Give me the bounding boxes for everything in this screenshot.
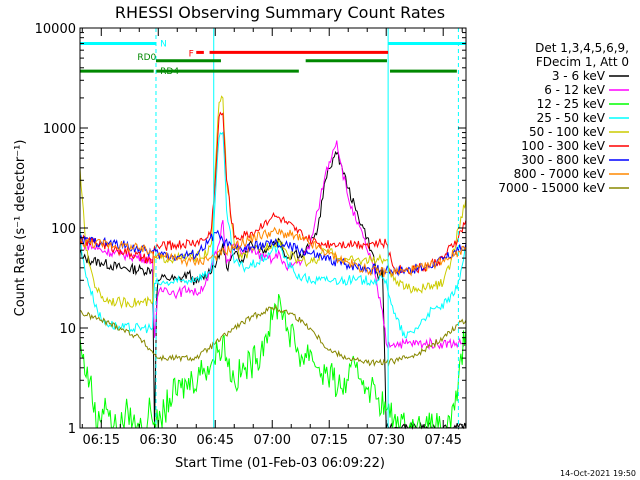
flag-label-2: RD0 — [137, 53, 156, 63]
x-tick-label: 07:15 — [310, 433, 347, 448]
series-line-6 — [79, 229, 467, 277]
series-line-3 — [79, 131, 467, 339]
legend-entry-label: 7000 - 15000 keV — [498, 181, 605, 195]
legend-entry-label: 3 - 6 keV — [552, 69, 606, 83]
footer-timestamp: 14-Oct-2021 19:50 — [560, 469, 636, 478]
legend-entry-label: 100 - 300 keV — [521, 139, 605, 153]
y-axis-label: Count Rate (s⁻¹ detector⁻¹) — [13, 140, 28, 317]
series-line-7 — [79, 226, 467, 278]
x-tick-label: 07:00 — [254, 433, 291, 448]
flag-label-0: N — [160, 39, 167, 49]
x-axis-label: Start Time (01-Feb-03 06:09:22) — [175, 456, 385, 471]
legend-entry-label: 25 - 50 keV — [537, 111, 606, 125]
legend-entry-label: 300 - 800 keV — [521, 153, 605, 167]
legend-entry-label: 12 - 25 keV — [537, 97, 606, 111]
series-line-4 — [79, 95, 467, 310]
chart-title: RHESSI Observing Summary Count Rates — [115, 3, 445, 22]
legend: Det 1,3,4,5,6,9,FDecim 1, Att 03 - 6 keV… — [498, 41, 629, 195]
y-tick-label: 10000 — [35, 22, 76, 37]
x-tick-label: 06:15 — [83, 433, 120, 448]
flag-label-3: RD4 — [160, 67, 179, 77]
y-tick-label: 10 — [59, 322, 76, 337]
x-tick-label: 06:30 — [140, 433, 177, 448]
plot-area: N F RD0 RD4 1 10 100 1000 10000 06:15 06:30 06:45 07… — [35, 22, 467, 448]
legend-header-line: Det 1,3,4,5,6,9, — [535, 41, 629, 55]
x-tick-label: 07:30 — [367, 433, 404, 448]
series-line-2 — [79, 293, 467, 429]
flag-label-1: F — [189, 49, 194, 59]
series-line-1 — [79, 140, 467, 351]
legend-entry-label: 50 - 100 keV — [529, 125, 606, 139]
series-line-0 — [79, 150, 467, 430]
y-tick-label: 100 — [51, 222, 76, 237]
y-tick-label: 1000 — [43, 122, 76, 137]
legend-entry-label: 800 - 7000 keV — [514, 167, 606, 181]
plot-frame — [79, 27, 467, 429]
series-line-8 — [79, 304, 467, 367]
x-tick-label: 06:45 — [197, 433, 234, 448]
x-tick-label: 07:45 — [424, 433, 461, 448]
legend-header-line: FDecim 1, Att 0 — [536, 55, 629, 69]
legend-entry-label: 6 - 12 keV — [544, 83, 606, 97]
y-tick-label: 1 — [68, 422, 76, 437]
